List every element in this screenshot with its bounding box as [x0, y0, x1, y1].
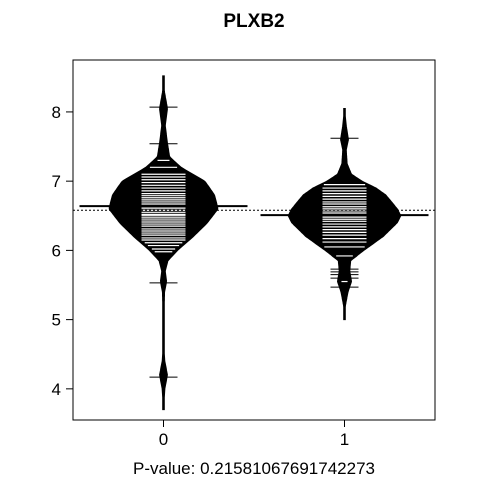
plot-frame — [72, 59, 436, 421]
y-tick-label: 8 — [52, 103, 61, 122]
x-tick-label: 0 — [159, 430, 168, 449]
y-tick-label: 7 — [52, 172, 61, 191]
x-axis-label: P-value: 0.21581067691742273 — [133, 459, 375, 478]
bean-group-1 — [260, 108, 429, 321]
y-tick-label: 4 — [52, 380, 61, 399]
beans-layer — [79, 75, 429, 411]
x-tick-label: 1 — [340, 430, 349, 449]
chart-title: PLXB2 — [223, 11, 284, 32]
bean-shape — [287, 108, 402, 321]
y-axis: 4 5 6 7 8 — [52, 103, 73, 399]
y-tick-label: 6 — [52, 241, 61, 260]
y-tick-label: 5 — [52, 311, 61, 330]
bean-group-0 — [79, 75, 248, 411]
